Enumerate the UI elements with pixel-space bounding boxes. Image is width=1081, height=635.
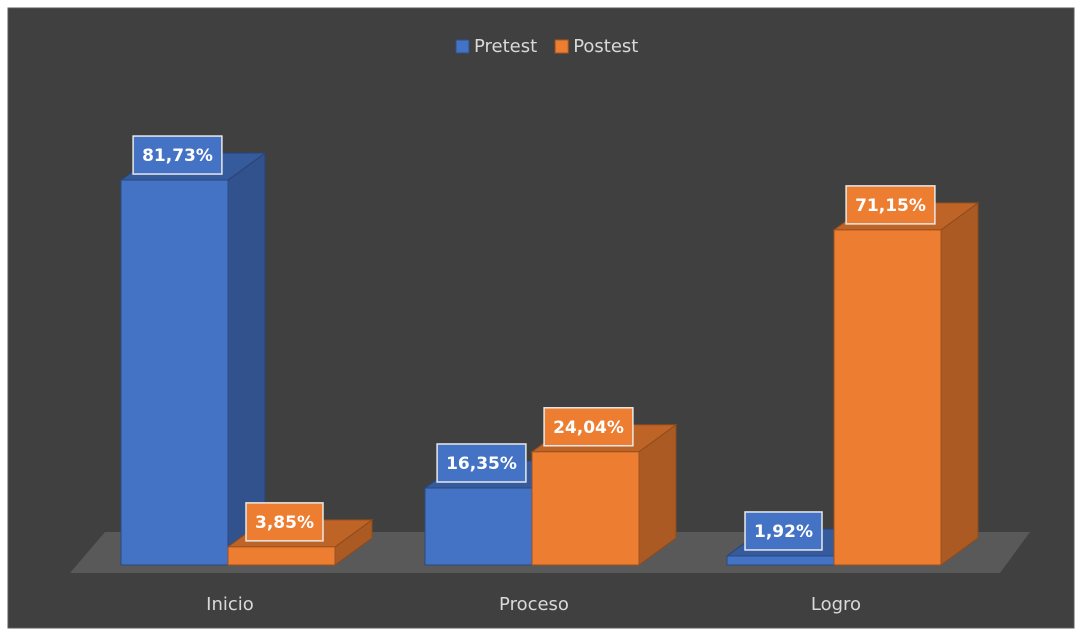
bar <box>120 179 229 566</box>
data-label-box <box>744 511 823 551</box>
bar <box>424 487 533 566</box>
legend-swatch <box>455 39 470 54</box>
data-label-box <box>132 135 223 175</box>
data-label: 24,04% <box>553 418 624 438</box>
data-label-box <box>845 185 936 225</box>
data-label-box <box>436 443 527 483</box>
bar <box>726 555 835 566</box>
legend-label: Postest <box>573 36 638 57</box>
bar-side <box>940 201 979 566</box>
legend-swatch <box>554 39 569 54</box>
bar <box>227 546 336 566</box>
bar <box>531 451 640 566</box>
x-tick-label: Inicio <box>206 594 254 615</box>
data-label: 81,73% <box>142 146 213 166</box>
data-label-box <box>543 407 634 447</box>
x-tick-label: Logro <box>811 594 861 615</box>
data-label: 16,35% <box>446 454 517 474</box>
x-tick-label: Proceso <box>499 594 569 615</box>
data-label: 71,15% <box>855 196 926 216</box>
legend-label: Pretest <box>474 36 537 57</box>
data-label-box <box>245 502 324 542</box>
data-label: 3,85% <box>255 513 314 533</box>
data-label: 1,92% <box>754 522 813 542</box>
bar <box>833 229 942 566</box>
